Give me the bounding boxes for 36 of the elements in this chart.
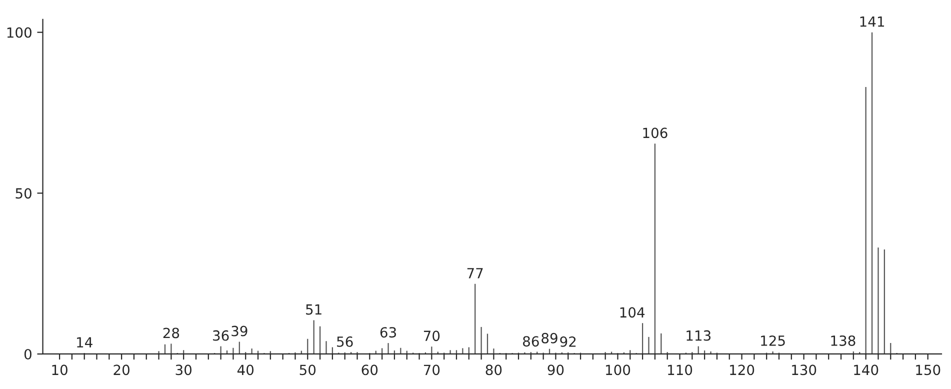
x-tick-label: 100 bbox=[606, 364, 630, 376]
annotation: 56 bbox=[337, 336, 353, 347]
x-tick-label: 130 bbox=[792, 364, 816, 376]
x-tick-label: 30 bbox=[176, 364, 192, 376]
x-tick-label: 120 bbox=[730, 364, 754, 376]
annotation: 104 bbox=[620, 307, 645, 318]
x-tick-label: 140 bbox=[854, 364, 878, 376]
annotation: 106 bbox=[643, 128, 668, 138]
annotation: 14 bbox=[77, 337, 92, 348]
annotation: 70 bbox=[424, 330, 440, 342]
annotation: 86 bbox=[523, 336, 539, 347]
y-tick-label: 50 bbox=[16, 188, 32, 199]
annotation: 125 bbox=[761, 335, 785, 346]
annotation: 77 bbox=[467, 268, 483, 278]
annotation: 51 bbox=[306, 304, 322, 315]
x-tick-label: 10 bbox=[52, 364, 68, 376]
x-tick-label: 60 bbox=[362, 364, 378, 376]
y-tick-label: 0 bbox=[24, 348, 32, 360]
annotation: 141 bbox=[860, 16, 884, 27]
annotation: 28 bbox=[163, 328, 180, 338]
annotation: 89 bbox=[542, 332, 558, 344]
annotation: 63 bbox=[380, 327, 396, 338]
x-tick-label: 110 bbox=[668, 364, 692, 376]
annotation: 36 bbox=[213, 330, 229, 341]
x-tick-label: 40 bbox=[237, 364, 254, 376]
x-tick-label: 70 bbox=[424, 364, 440, 376]
x-tick-label: 50 bbox=[300, 364, 316, 376]
x-tick-label: 90 bbox=[548, 364, 564, 376]
annotation: 39 bbox=[232, 326, 248, 336]
x-tick-label: 20 bbox=[114, 364, 130, 376]
x-tick-label: 150 bbox=[916, 364, 940, 376]
annotation: 113 bbox=[686, 330, 711, 341]
x-tick-label: 80 bbox=[486, 364, 502, 376]
y-tick-label: 100 bbox=[7, 27, 32, 38]
annotation: 92 bbox=[560, 336, 576, 347]
annotation: 138 bbox=[831, 335, 856, 346]
